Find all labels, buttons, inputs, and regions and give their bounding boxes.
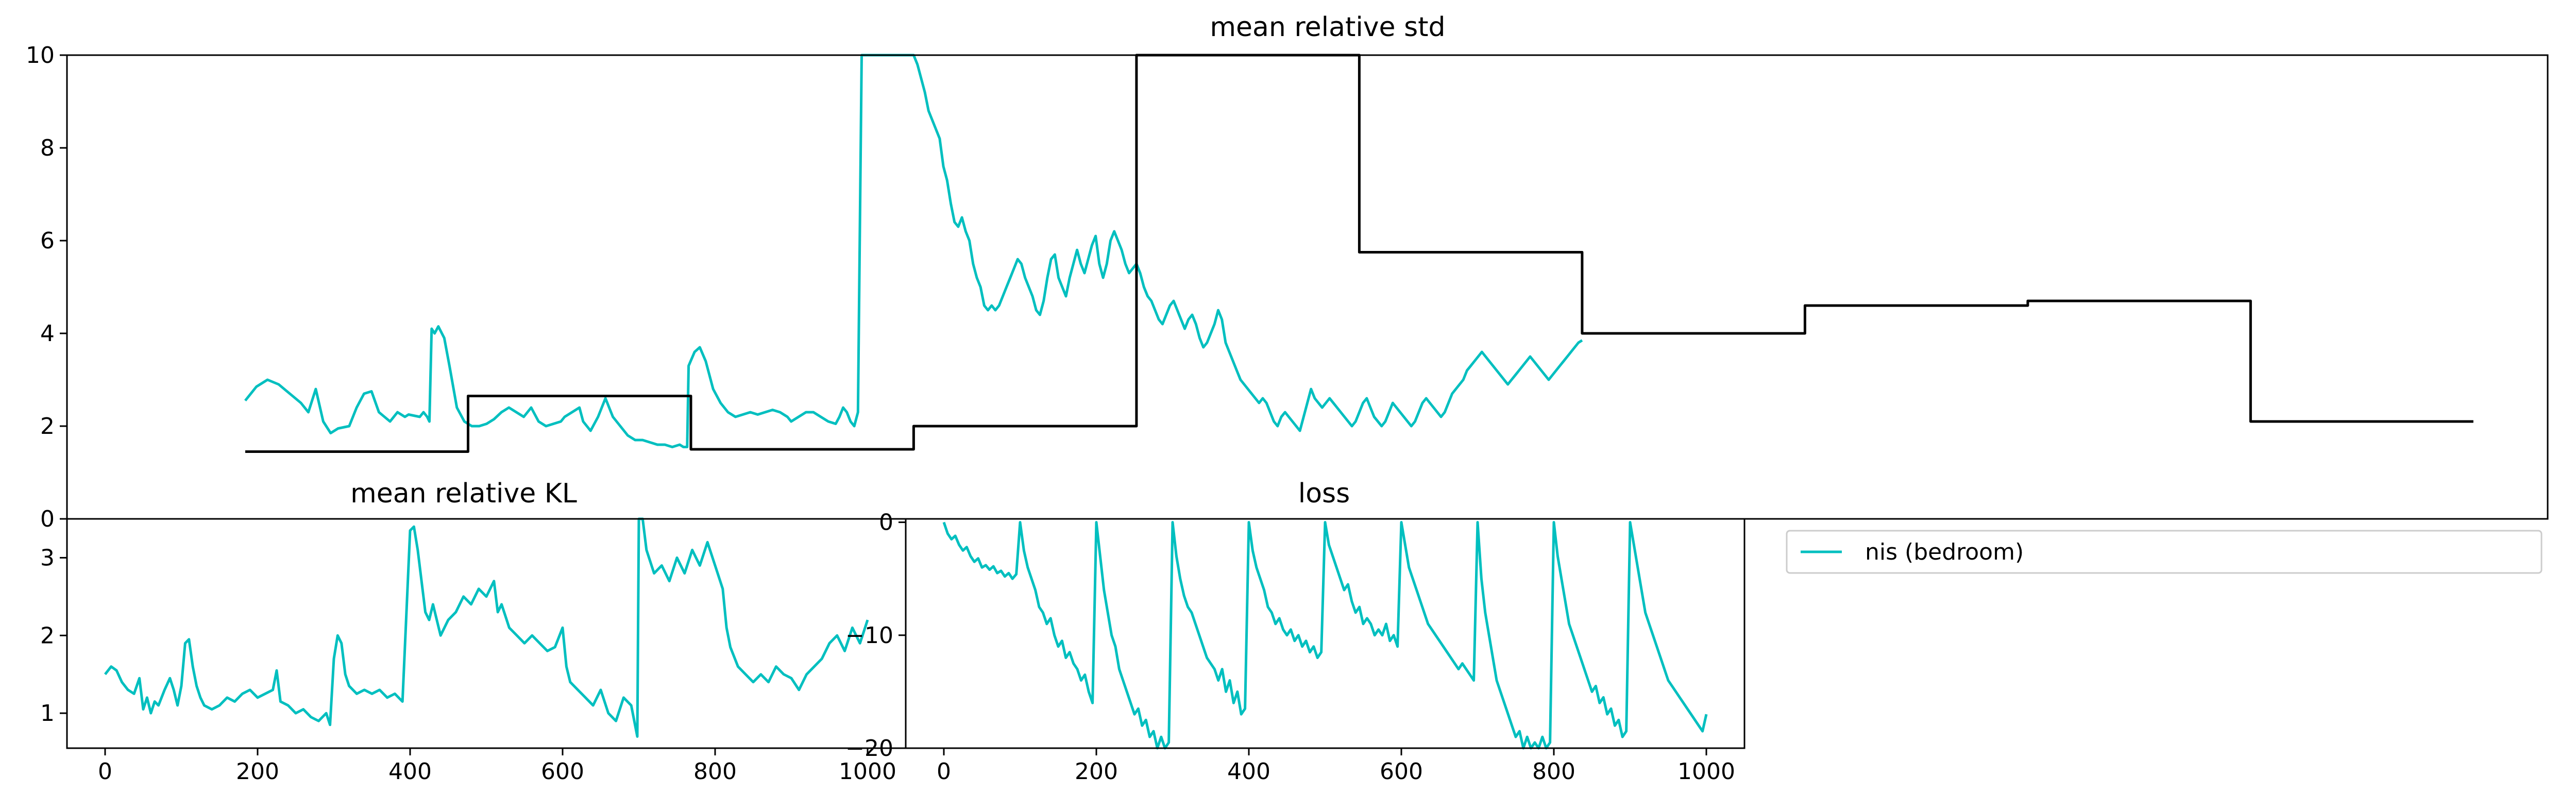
kl-chart-title: mean relative KL <box>350 478 577 509</box>
kl-xtick-label: 1000 <box>839 758 896 785</box>
kl-ytick-label: 2 <box>40 622 55 649</box>
loss-series-line-0 <box>942 521 1708 750</box>
kl-xtick-label: 600 <box>541 758 584 785</box>
loss-ytick-label: −20 <box>845 735 893 762</box>
kl-xtick-label: 800 <box>693 758 737 785</box>
loss-chart-frame <box>905 518 1745 749</box>
std-series-line-0 <box>244 54 1583 448</box>
kl-chart: mean relative KL 0 200 400 600 800 1000 1 2 3 <box>40 478 907 785</box>
std-ytick-label: 4 <box>40 320 55 347</box>
loss-xtick-label: 200 <box>1075 758 1118 785</box>
kl-xtick-label: 0 <box>98 758 112 785</box>
loss-chart: loss 0 200 400 600 800 1000 0 −10 −20 <box>845 478 1745 785</box>
kl-ytick-label: 3 <box>40 545 55 571</box>
loss-xtick-label: 800 <box>1532 758 1575 785</box>
std-ytick-label: 2 <box>40 413 55 440</box>
loss-xtick-label: 600 <box>1380 758 1423 785</box>
kl-series-line-0 <box>104 517 869 738</box>
loss-chart-title: loss <box>1298 478 1350 509</box>
std-ytick-label: 6 <box>40 228 55 254</box>
std-series-line-1 <box>245 54 2473 453</box>
legend-box <box>1786 530 2543 574</box>
loss-ytick-label: −10 <box>845 622 893 649</box>
kl-xtick-label: 200 <box>236 758 279 785</box>
legend-label-nis-bedroom: nis (bedroom) <box>1865 539 2024 565</box>
std-ytick-label: 8 <box>40 135 55 161</box>
loss-xtick-label: 400 <box>1227 758 1270 785</box>
legend: nis (bedroom) <box>1786 530 2543 574</box>
kl-ytick-label: 1 <box>40 700 55 727</box>
std-ytick-label: 0 <box>40 506 55 532</box>
loss-ytick-label: 0 <box>879 510 893 536</box>
loss-xtick-label: 0 <box>937 758 951 785</box>
kl-chart-frame <box>66 518 907 749</box>
std-chart-frame <box>66 54 2549 520</box>
std-ytick-label: 10 <box>26 42 55 69</box>
loss-xtick-label: 1000 <box>1677 758 1735 785</box>
kl-xtick-label: 400 <box>388 758 432 785</box>
std-chart: mean relative std 0 2 4 6 8 10 <box>26 12 2549 532</box>
std-chart-title: mean relative std <box>1210 12 1445 43</box>
